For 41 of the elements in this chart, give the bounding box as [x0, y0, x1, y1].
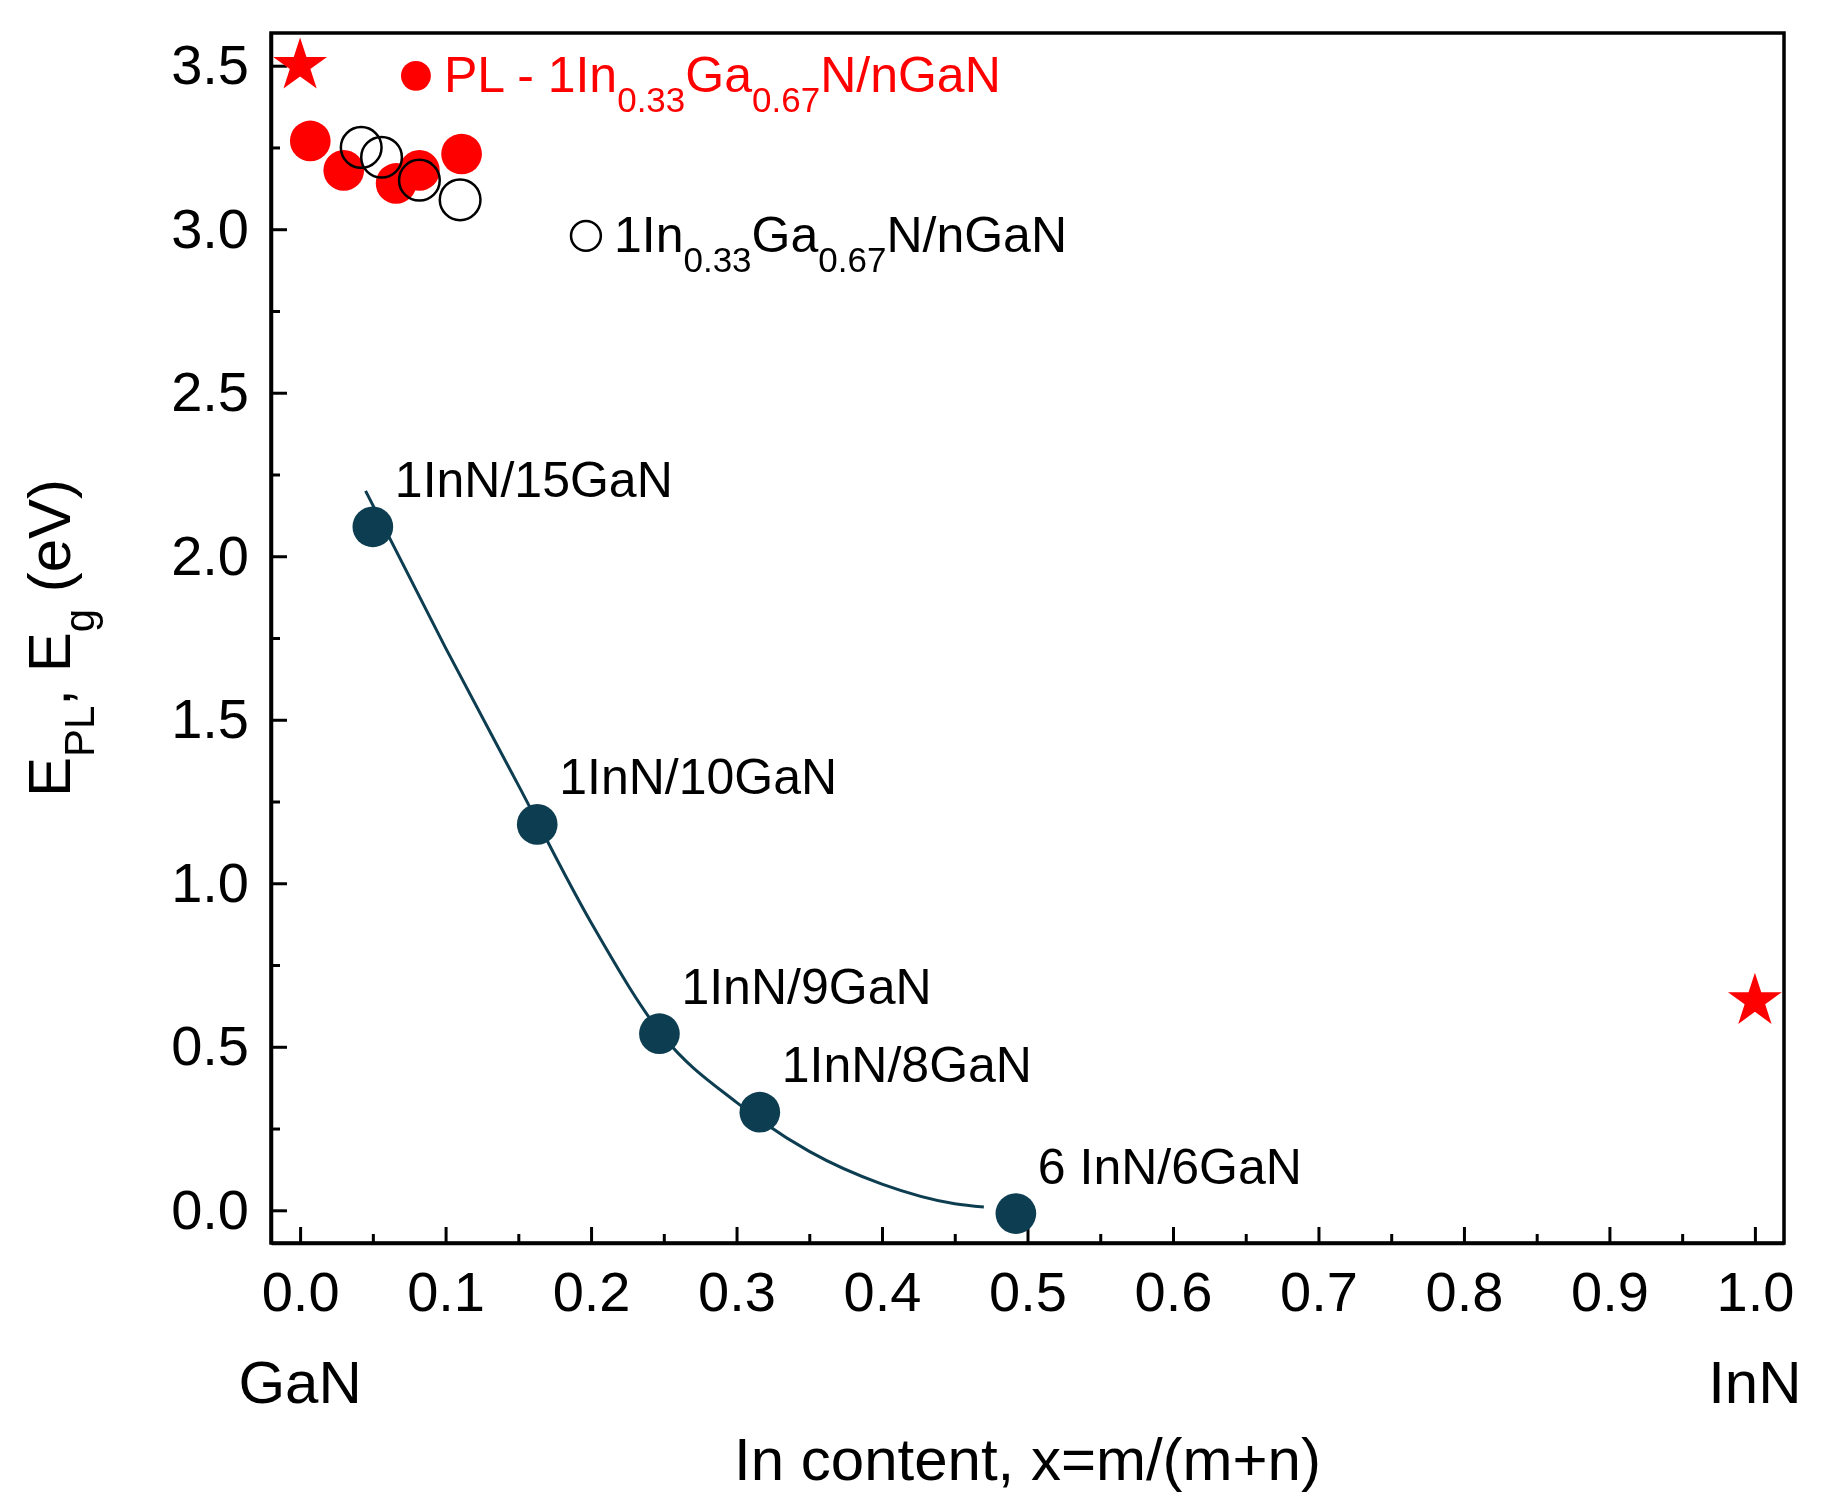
x-tick-label: 0.0	[261, 1259, 340, 1323]
y-tick-label: 2.5	[171, 360, 249, 424]
x-tick-label: 0.2	[552, 1259, 631, 1323]
legend-label: 1In$_{0.33}$Ga$_{0.67}$N/nGaN	[613, 206, 1068, 279]
point	[359, 135, 404, 179]
annotation: 1InN/9GaN	[681, 958, 932, 1015]
point	[438, 178, 482, 222]
y-tick-label: 3.5	[171, 33, 249, 97]
text: InN	[1708, 1349, 1802, 1416]
point	[639, 1013, 680, 1054]
y-tick-label: 1.5	[171, 687, 249, 751]
x-tick-label: 0.9	[1570, 1259, 1649, 1323]
point	[352, 506, 394, 548]
point	[323, 150, 365, 191]
x-tick-label: 0.4	[843, 1259, 922, 1323]
point	[516, 804, 558, 845]
annotation: 1InN/15GaN	[394, 451, 673, 508]
point	[995, 1193, 1037, 1234]
y-tick-label: 1.0	[171, 850, 249, 914]
x-tick-label: 0.8	[1425, 1259, 1504, 1323]
annotation: 6 InN/6GaN	[1037, 1138, 1302, 1195]
annotation: 1InN/10GaN	[559, 749, 838, 806]
x-tick-label: 0.6	[1134, 1259, 1213, 1323]
y-tick-label: 3.0	[171, 196, 249, 260]
x-axis-title: In content, x=m/(m+n)	[734, 1426, 1321, 1493]
x-tick-label: 1.0	[1716, 1259, 1795, 1323]
y-tick-label: 0.5	[171, 1014, 249, 1078]
x-tick-label: 0.1	[407, 1259, 486, 1323]
x-tick-label: 0.3	[698, 1259, 776, 1323]
y-tick-label: 2.0	[171, 523, 249, 587]
text: GaN	[238, 1349, 362, 1416]
point	[397, 158, 441, 202]
y-tick-label: 0.0	[171, 1177, 249, 1241]
point	[739, 1091, 781, 1133]
annotation: 1InN/8GaN	[781, 1037, 1032, 1094]
point	[339, 125, 383, 170]
point	[441, 133, 482, 175]
x-tick-label: 0.5	[989, 1259, 1067, 1323]
x-tick-label: 0.7	[1280, 1259, 1358, 1323]
legend-label: PL - 1In$_{0.33}$Ga$_{0.67}$N/nGaN	[443, 46, 1001, 119]
point	[289, 120, 331, 162]
